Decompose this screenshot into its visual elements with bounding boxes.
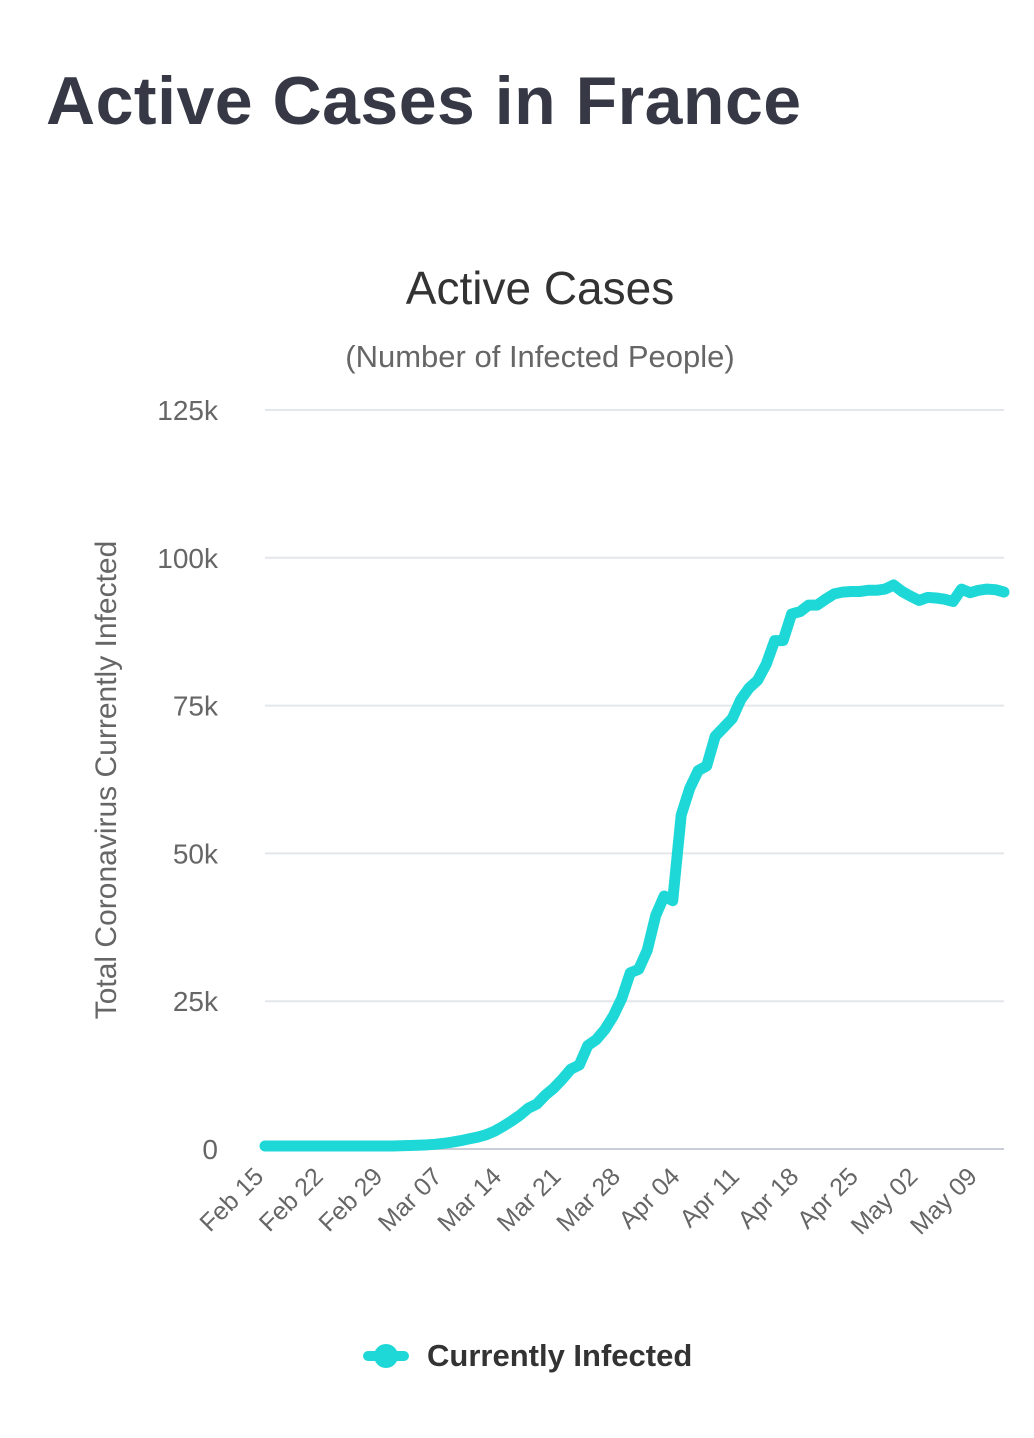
data-point[interactable]: [413, 1140, 423, 1150]
data-point[interactable]: [489, 1126, 499, 1136]
data-point[interactable]: [540, 1090, 550, 1100]
x-tick-label: Apr 11: [674, 1162, 745, 1233]
data-point[interactable]: [430, 1139, 440, 1149]
data-point[interactable]: [600, 1025, 610, 1035]
data-point[interactable]: [744, 683, 754, 693]
legend-label-currently-infected: Currently Infected: [427, 1338, 692, 1373]
data-point[interactable]: [906, 591, 916, 601]
data-point[interactable]: [591, 1035, 601, 1045]
x-tick-label: May 02: [846, 1162, 924, 1240]
data-point[interactable]: [889, 580, 899, 590]
data-point[interactable]: [651, 911, 661, 921]
legend[interactable]: Currently Infected: [363, 1338, 692, 1373]
data-point[interactable]: [532, 1099, 542, 1109]
data-point[interactable]: [583, 1041, 593, 1051]
series-line-currently-infected[interactable]: [259, 579, 1010, 1152]
grid-lines: [265, 409, 1004, 1150]
data-point[interactable]: [455, 1136, 465, 1146]
data-point[interactable]: [617, 993, 627, 1003]
data-point[interactable]: [829, 589, 839, 599]
data-point[interactable]: [719, 723, 729, 733]
x-tick-label: Mar 21: [492, 1162, 567, 1237]
data-point[interactable]: [812, 600, 822, 610]
x-tick-label: Mar 14: [432, 1162, 507, 1237]
x-tick-label: Apr 18: [732, 1162, 804, 1234]
data-point[interactable]: [957, 584, 967, 594]
data-point[interactable]: [574, 1060, 584, 1070]
data-point[interactable]: [991, 585, 1001, 595]
data-point[interactable]: [761, 659, 771, 669]
data-point[interactable]: [421, 1140, 431, 1150]
x-tick-label: Apr 04: [614, 1162, 686, 1234]
data-point[interactable]: [778, 636, 788, 646]
data-point[interactable]: [931, 593, 941, 603]
data-point[interactable]: [982, 584, 992, 594]
data-point[interactable]: [549, 1083, 559, 1093]
x-tick-label: Feb 29: [313, 1162, 388, 1237]
data-point[interactable]: [795, 607, 805, 617]
data-point[interactable]: [872, 585, 882, 595]
data-point[interactable]: [396, 1141, 406, 1151]
data-point[interactable]: [736, 695, 746, 705]
data-point[interactable]: [523, 1103, 533, 1113]
data-point[interactable]: [404, 1141, 414, 1151]
y-tick-label: 100k: [157, 543, 219, 574]
y-tick-label: 25k: [173, 986, 219, 1017]
data-point[interactable]: [838, 587, 848, 597]
x-tick-label: Mar 07: [373, 1162, 448, 1237]
y-axis-label: Total Coronavirus Currently Infected: [90, 541, 123, 1020]
data-point[interactable]: [787, 609, 797, 619]
legend-marker-currently-infected: [374, 1344, 398, 1368]
data-point[interactable]: [464, 1134, 474, 1144]
x-tick-label: Feb 15: [194, 1162, 269, 1237]
data-point[interactable]: [965, 588, 975, 598]
data-point[interactable]: [685, 783, 695, 793]
data-point[interactable]: [506, 1116, 516, 1126]
data-point[interactable]: [668, 896, 678, 906]
chart-subtitle: (Number of Infected People): [345, 339, 734, 374]
data-point[interactable]: [566, 1064, 576, 1074]
data-point[interactable]: [753, 675, 763, 685]
data-point[interactable]: [710, 731, 720, 741]
data-point[interactable]: [608, 1011, 618, 1021]
data-point[interactable]: [948, 597, 958, 607]
x-tick-label: Feb 22: [254, 1162, 329, 1237]
data-point[interactable]: [855, 587, 865, 597]
data-point[interactable]: [642, 945, 652, 955]
series-layer: [259, 579, 1010, 1152]
data-point[interactable]: [999, 587, 1009, 597]
data-point[interactable]: [472, 1132, 482, 1142]
page-title: Active Cases in France: [46, 63, 802, 139]
data-point[interactable]: [974, 585, 984, 595]
data-point[interactable]: [438, 1138, 448, 1148]
x-tick-label: May 09: [905, 1162, 983, 1240]
y-tick-label: 0: [202, 1134, 218, 1165]
data-point[interactable]: [634, 964, 644, 974]
data-point[interactable]: [693, 766, 703, 776]
data-point[interactable]: [676, 810, 686, 820]
y-tick-label: 125k: [157, 395, 219, 426]
data-point[interactable]: [702, 761, 712, 771]
data-point[interactable]: [897, 587, 907, 597]
data-point[interactable]: [515, 1110, 525, 1120]
data-point[interactable]: [447, 1137, 457, 1147]
data-point[interactable]: [821, 594, 831, 604]
data-point[interactable]: [659, 891, 669, 901]
data-point[interactable]: [880, 584, 890, 594]
data-point[interactable]: [940, 594, 950, 604]
data-point[interactable]: [498, 1122, 508, 1132]
data-point[interactable]: [557, 1074, 567, 1084]
chart-title: Active Cases: [406, 262, 674, 314]
x-tick-label: Mar 28: [551, 1162, 626, 1237]
y-tick-label: 50k: [173, 838, 219, 869]
data-point[interactable]: [914, 595, 924, 605]
data-point[interactable]: [387, 1141, 397, 1151]
y-tick-label: 75k: [173, 691, 219, 722]
data-point[interactable]: [727, 714, 737, 724]
y-axis-ticks: 0 25k 50k 75k 100k 125k: [157, 395, 219, 1165]
